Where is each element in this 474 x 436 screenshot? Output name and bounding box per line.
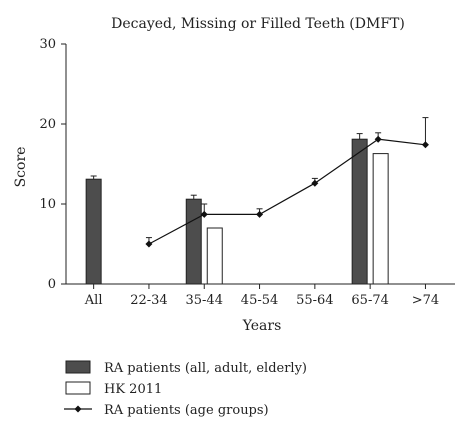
y-tick-label: 20 (39, 117, 56, 132)
legend-label: HK 2011 (104, 382, 162, 397)
y-axis-label: Score (13, 147, 29, 188)
bar (185, 198, 202, 285)
legend-label: RA patients (age groups) (104, 403, 269, 418)
line-series-path (148, 138, 426, 245)
line-point (256, 210, 264, 218)
line-point (311, 179, 319, 187)
x-tick-label: 55-64 (296, 293, 333, 308)
x-tick-label: 45-54 (241, 293, 278, 308)
plot-area: 0 10 20 30 All 22-34 35-44 45-54 55-64 65-74 >74 (39, 37, 455, 308)
line-point (200, 210, 208, 218)
x-axis-label: Years (242, 318, 282, 334)
y-tick-label: 30 (39, 37, 56, 52)
bar (206, 227, 223, 285)
y-tick-label: 10 (39, 197, 56, 212)
bar (372, 153, 389, 285)
legend-marker (74, 405, 82, 413)
legend: RA patients (all, adult, elderly) HK 2011… (64, 360, 307, 418)
bar (85, 178, 102, 285)
line-point (145, 240, 153, 248)
legend-swatch (65, 381, 91, 395)
x-tick-label: All (84, 293, 103, 308)
x-tick-label: 65-74 (351, 293, 388, 308)
chart-title: Decayed, Missing or Filled Teeth (DMFT) (111, 16, 405, 32)
legend-label: RA patients (all, adult, elderly) (104, 361, 307, 376)
y-tick-label: 0 (48, 277, 56, 292)
x-tick-label: >74 (412, 293, 439, 308)
legend-swatch (65, 360, 91, 374)
line-point (374, 135, 382, 143)
line-point (421, 141, 429, 149)
x-tick-label: 22-34 (130, 293, 167, 308)
x-tick-label: 35-44 (186, 293, 223, 308)
bar (351, 138, 368, 285)
